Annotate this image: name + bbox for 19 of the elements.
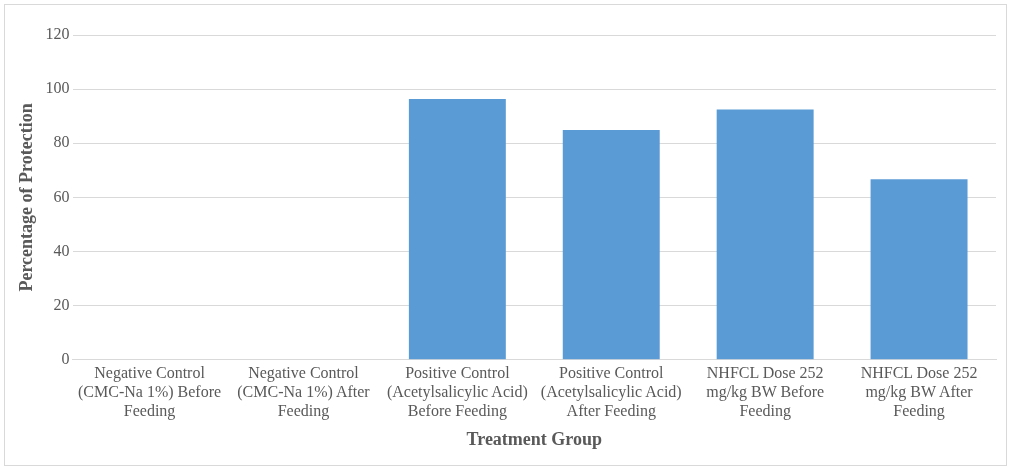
bar — [562, 130, 660, 360]
y-tick-label: 40 — [53, 241, 70, 259]
y-tick-label: 120 — [45, 25, 70, 43]
x-tick-label: Negative Control (CMC-Na 1%) After Feeding — [237, 363, 371, 420]
bar — [408, 98, 506, 360]
x-tick-label: NHFCL Dose 252 mg/kg BW Before Feeding — [706, 363, 825, 420]
bar — [716, 109, 814, 360]
x-axis-title: Treatment Group — [466, 428, 603, 449]
x-tick-label: NHFCL Dose 252 mg/kg BW After Feeding — [860, 363, 978, 420]
y-axis-title: Percentage of Protection — [16, 103, 37, 292]
x-tick-label: Positive Control (Acetylsalicylic Acid) Before Feeding — [386, 363, 528, 420]
y-tick-label: 100 — [45, 79, 70, 97]
x-tick-label: Positive Control (Acetylsalicylic Acid) After Feeding — [540, 363, 682, 420]
bar — [870, 179, 968, 360]
y-tick-label: 80 — [53, 133, 70, 151]
y-tick-label: 60 — [53, 187, 70, 205]
y-tick-label: 0 — [61, 350, 70, 367]
y-tick-label: 20 — [53, 295, 70, 313]
x-tick-label: Negative Control (CMC-Na 1%) Before Feeding — [78, 363, 222, 420]
